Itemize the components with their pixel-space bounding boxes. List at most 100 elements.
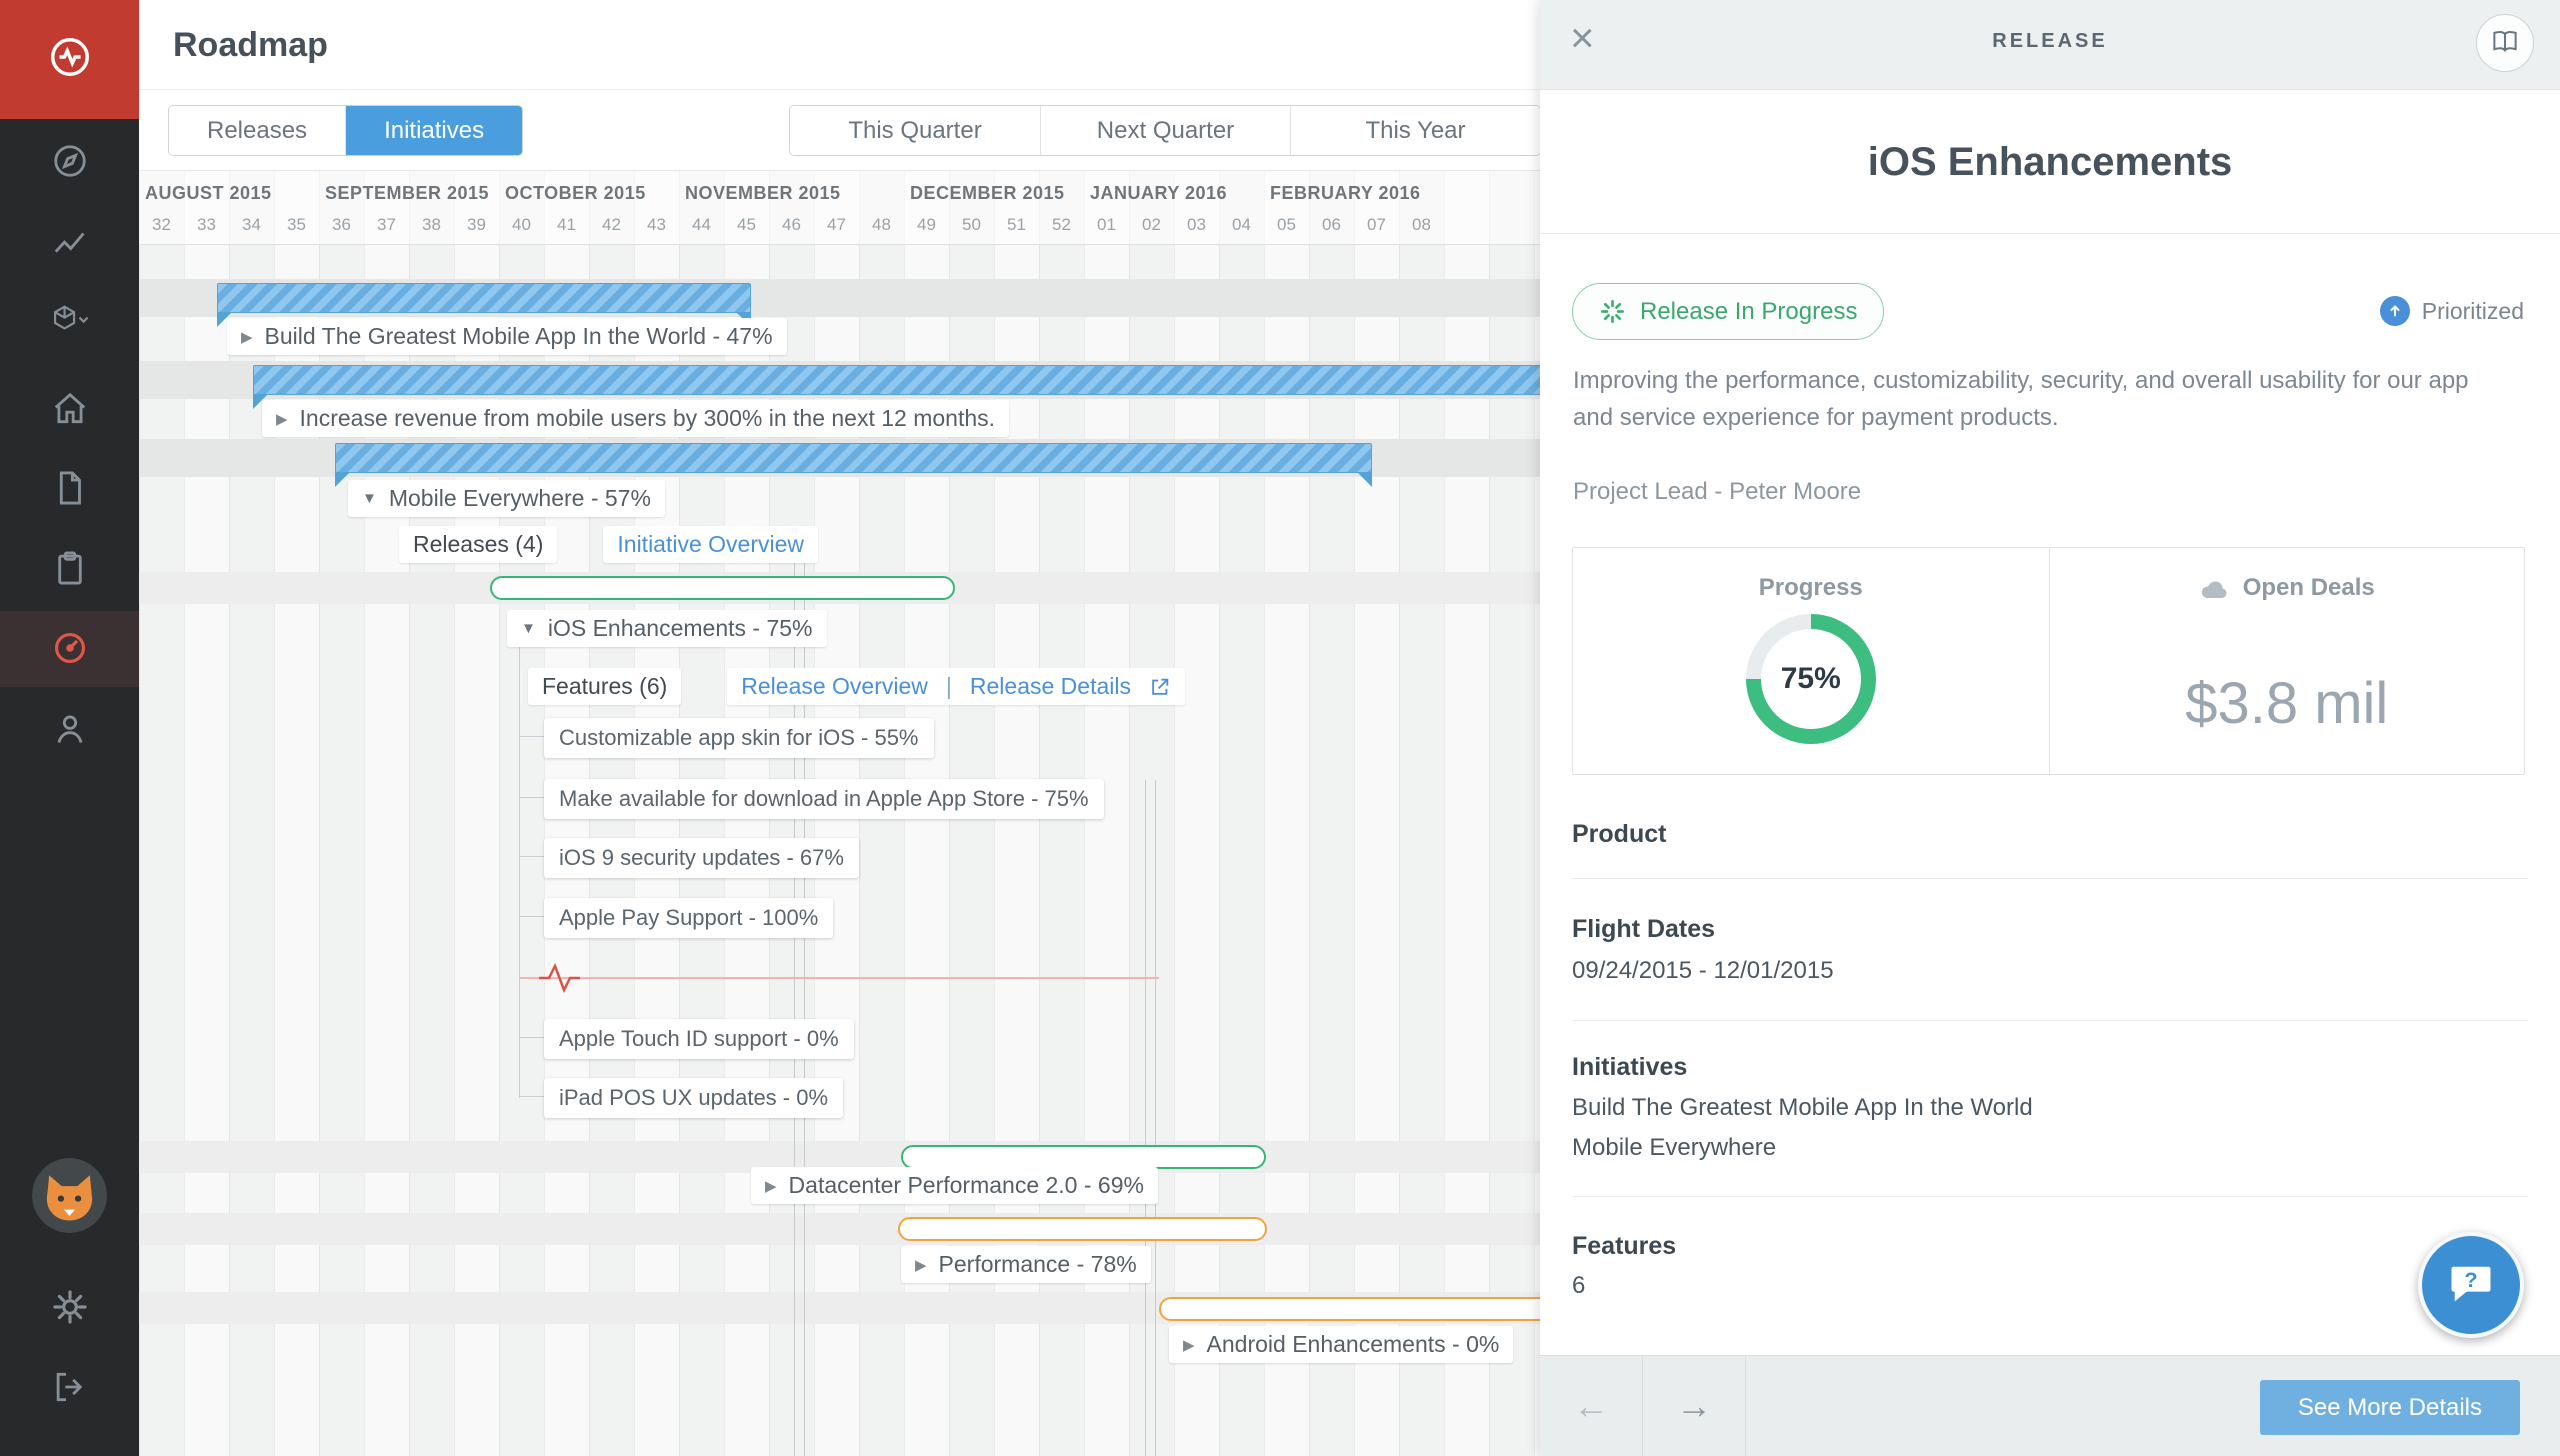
notebook-button[interactable] (2476, 14, 2534, 72)
feature-card[interactable]: Apple Pay Support - 100% (544, 898, 834, 938)
filter-this-year[interactable]: This Year (1290, 106, 1540, 155)
initiative-item: Mobile Everywhere (1572, 1134, 1777, 1161)
people-icon[interactable] (51, 710, 89, 748)
initiative-sublinks: Releases (4) Initiative Overview (399, 526, 819, 563)
feature-card[interactable]: Customizable app skin for iOS - 55% (544, 718, 934, 758)
initiative-label-build-greatest[interactable]: ▶ Build The Greatest Mobile App In the W… (227, 318, 787, 355)
date-marker-lines (794, 560, 805, 1456)
prev-arrow-button[interactable]: ← (1540, 1356, 1643, 1456)
goal-label-increase-revenue[interactable]: ▶ Increase revenue from mobile users by … (262, 400, 1010, 437)
initiative-overview-link[interactable]: Initiative Overview (617, 531, 805, 557)
release-label-datacenter[interactable]: ▶ Datacenter Performance 2.0 - 69% (751, 1167, 1158, 1204)
open-deals-label: Open Deals (2242, 574, 2375, 601)
up-arrow-icon (2379, 296, 2410, 326)
initiative-label-text: Build The Greatest Mobile App In the Wor… (264, 323, 773, 349)
close-icon[interactable]: × (1570, 14, 1595, 61)
month-label: NOVEMBER 2015 (685, 183, 841, 203)
release-bar-performance[interactable] (898, 1217, 1267, 1241)
collapse-arrow-icon[interactable]: ▶ (765, 1177, 777, 1195)
release-label-android[interactable]: ▶ Android Enhancements - 0% (1169, 1326, 1514, 1363)
week-label: 43 (647, 215, 666, 234)
week-label: 37 (377, 215, 396, 234)
filter-next-quarter[interactable]: Next Quarter (1040, 106, 1290, 155)
release-label-performance[interactable]: ▶ Performance - 78% (901, 1246, 1151, 1283)
initiative-label-mobile-everywhere[interactable]: ▼ Mobile Everywhere - 57% (348, 480, 665, 517)
collapse-arrow-icon[interactable]: ▶ (241, 328, 253, 346)
release-bar-datacenter[interactable] (901, 1145, 1266, 1169)
clipboard-icon[interactable] (51, 549, 89, 587)
initiatives-section-label: Initiatives (1572, 1053, 1688, 1081)
next-arrow-button[interactable]: → (1643, 1356, 1746, 1456)
week-label: 08 (1412, 215, 1431, 234)
month-label: FEBRUARY 2016 (1270, 183, 1421, 203)
divider (1572, 1196, 2528, 1197)
app-logo[interactable] (0, 0, 139, 119)
initiative-bar-mobile-everywhere[interactable] (335, 443, 1372, 487)
view-tabs: Releases Initiatives (168, 105, 524, 156)
panel-kind-label: RELEASE (1992, 30, 2108, 52)
compass-icon[interactable] (51, 142, 89, 180)
features-section-label: Features (1572, 1232, 1677, 1260)
week-label: 48 (872, 215, 891, 234)
help-chat-button[interactable]: ? (2418, 1232, 2524, 1338)
release-title: iOS Enhancements (1867, 140, 2233, 184)
feature-tree-stub (519, 1037, 544, 1038)
home-icon[interactable] (51, 390, 89, 428)
week-label: 32 (152, 215, 171, 234)
release-detail-panel: × RELEASE iOS Enhancements Release In Pr… (1540, 0, 2560, 1456)
initiative-item: Build The Greatest Mobile App In the Wor… (1572, 1094, 2033, 1121)
divider (1540, 233, 2560, 234)
logout-icon[interactable] (51, 1368, 89, 1406)
notes-icon[interactable] (51, 469, 89, 507)
divider (1572, 878, 2528, 879)
week-label: 46 (782, 215, 801, 234)
filter-this-quarter[interactable]: This Quarter (790, 106, 1040, 155)
svg-text:?: ? (2464, 1266, 2477, 1291)
goal-bar-increase-revenue[interactable] (253, 365, 1753, 409)
release-bar-ios-enhancements[interactable] (490, 576, 955, 600)
user-avatar[interactable] (32, 1158, 107, 1233)
week-label: 07 (1367, 215, 1386, 234)
features-count-link[interactable]: Features (6) (542, 673, 668, 699)
external-link-icon[interactable] (1149, 676, 1171, 698)
week-label: 04 (1232, 215, 1251, 234)
release-overview-link[interactable]: Release Overview (741, 673, 928, 699)
feature-card[interactable]: Make available for download in Apple App… (544, 779, 1104, 819)
week-label: 49 (917, 215, 936, 234)
feature-card[interactable]: iPad POS UX updates - 0% (544, 1078, 844, 1118)
status-badge[interactable]: Release In Progress (1572, 283, 1885, 340)
goal-label-text: Increase revenue from mobile users by 30… (299, 405, 996, 431)
feature-card[interactable]: Apple Touch ID support - 0% (544, 1019, 854, 1059)
week-label: 05 (1277, 215, 1296, 234)
week-label: 50 (962, 215, 981, 234)
settings-gear-icon[interactable] (51, 1288, 89, 1326)
release-description: Improving the performance, customizabili… (1573, 367, 2469, 431)
expand-arrow-icon[interactable]: ▼ (521, 620, 536, 637)
prioritized-indicator[interactable]: Prioritized (2379, 296, 2524, 326)
see-more-details-button[interactable]: See More Details (2259, 1380, 2520, 1435)
releases-count-link[interactable]: Releases (4) (413, 531, 544, 557)
expand-arrow-icon[interactable]: ▼ (362, 490, 377, 507)
collapse-arrow-icon[interactable]: ▶ (915, 1256, 927, 1274)
product-selector-icon[interactable] (51, 304, 89, 342)
week-label: 35 (287, 215, 306, 234)
sidebar (0, 0, 139, 1456)
release-label-ios-enhancements[interactable]: ▼ iOS Enhancements - 75% (507, 610, 827, 647)
collapse-arrow-icon[interactable]: ▶ (1183, 1336, 1195, 1354)
tab-releases[interactable]: Releases (169, 106, 346, 155)
roadmap-icon[interactable] (51, 629, 89, 667)
features-count-value[interactable]: 6 (1572, 1272, 1586, 1299)
week-label: 44 (692, 215, 711, 234)
tab-initiatives[interactable]: Initiatives (345, 106, 523, 155)
week-label: 47 (827, 215, 846, 234)
week-label: 01 (1097, 215, 1116, 234)
release-label-text: Android Enhancements - 0% (1206, 1331, 1500, 1357)
release-details-link[interactable]: Release Details (969, 673, 1131, 699)
chart-icon[interactable] (51, 224, 89, 262)
initiative-bar-build-greatest[interactable] (217, 283, 751, 327)
week-label: 34 (242, 215, 261, 234)
week-label: 06 (1322, 215, 1341, 234)
feature-card[interactable]: iOS 9 security updates - 67% (544, 838, 859, 878)
collapse-arrow-icon[interactable]: ▶ (276, 410, 288, 428)
